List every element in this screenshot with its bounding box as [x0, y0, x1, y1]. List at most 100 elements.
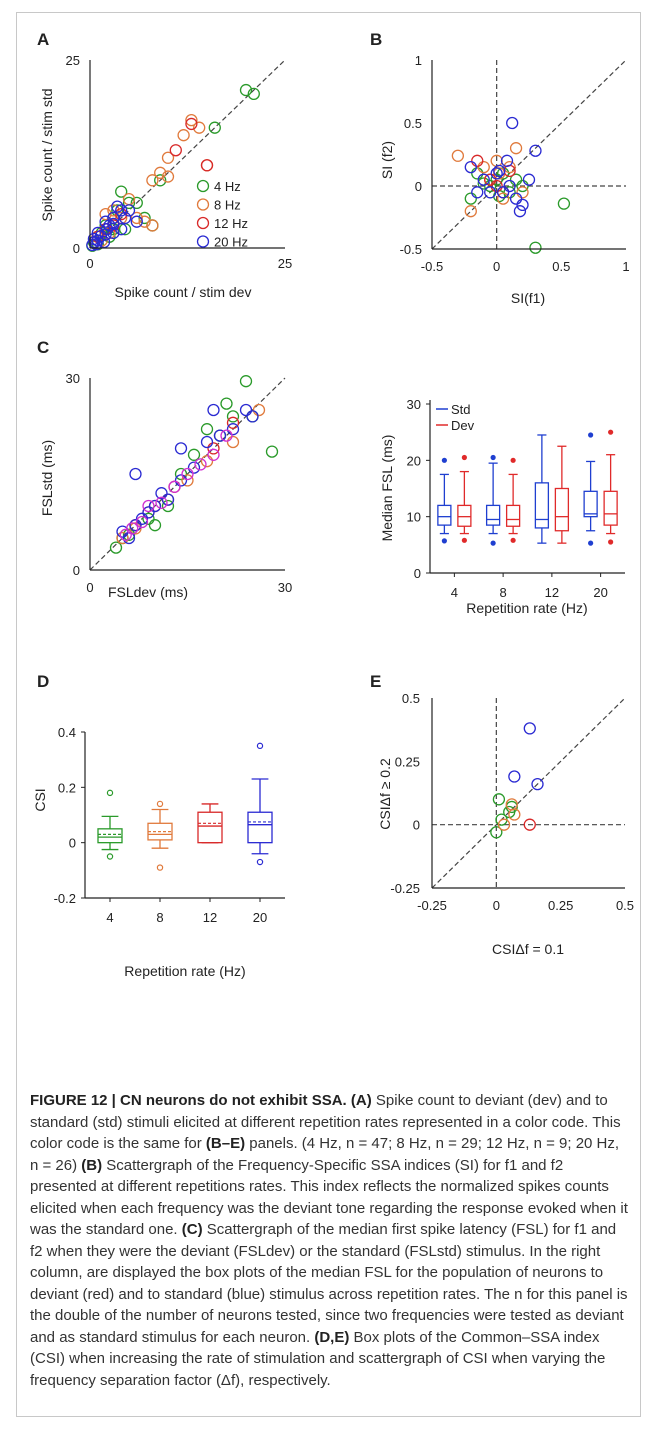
panel-a-ytick-1: 25: [66, 53, 80, 68]
panel-b-point-s3-12: [513, 205, 527, 218]
panel-e-point-s0-0: [492, 793, 506, 806]
panel-b-xtick-0: -0.5: [421, 259, 443, 274]
panel-c-right-box-std-3-outlier-0: [588, 432, 594, 438]
panel-c-right-box-dev-0-outlier-0: [461, 454, 467, 461]
panel-a-point-s3-6: [107, 211, 120, 225]
panel-c-left-point-s0-8: [200, 423, 214, 436]
panel-b-point-s2-4: [471, 154, 484, 167]
panel-letter-d: D: [37, 672, 50, 691]
panel-d-ylabel: CSI: [32, 788, 48, 811]
panel-c-left-point-s3-12: [226, 423, 240, 436]
panel-b-xlabel: SI(f1): [511, 290, 545, 306]
panel-b-point-s3-11: [500, 154, 514, 167]
panel-a-point-s3-14: [107, 226, 120, 240]
panel-b-point-s3-4: [503, 179, 516, 193]
panel-e-point-s2-0: [523, 818, 536, 831]
panel-c-left-point-s4-8: [207, 448, 220, 461]
panel-c-left-point-s0-2: [122, 528, 136, 541]
panel-a-point-s3-11: [99, 215, 112, 228]
panel-e-point-s3-2: [531, 777, 544, 791]
panel-a-point-s0-8: [130, 196, 143, 210]
panel-e-identity-line: [431, 697, 626, 889]
caption-tag-b: (B): [81, 1156, 103, 1174]
panel-c-left-point-s2-4: [226, 416, 240, 429]
panel-c-left-point-s3-9: [187, 461, 201, 474]
panel-c-left-point-s0-3: [142, 512, 155, 525]
panel-b-point-s1-2: [477, 160, 490, 174]
panel-a-point-s3-20: [107, 217, 120, 231]
panel-c-right-box-std-1-outlier-0: [490, 454, 496, 461]
panel-c-left-point-s3-6: [155, 487, 168, 500]
panel-e-ytick-2: 0.25: [395, 754, 420, 769]
panel-d-xtick-3: 20: [253, 910, 267, 925]
panel-b-point-s3-10: [484, 186, 497, 199]
panel-c-right-ytick-3: 30: [407, 397, 421, 412]
panel-a-identity-line: [89, 59, 286, 249]
panel-b-point-s2-1: [490, 179, 503, 193]
panel-c-left-point-s4-1: [126, 522, 139, 535]
panel-c-right-box-dev-3-box: [603, 490, 618, 526]
panel-a-point-s1-9: [161, 170, 175, 183]
panel-c-left-point-s4-6: [181, 467, 194, 481]
panel-b-point-s0-11: [471, 167, 484, 180]
caption-text-de: Box plots of the Common–SSA index (CSI) …: [30, 1328, 606, 1389]
panel-c-right-ylabel: Median FSL (ms): [379, 435, 395, 542]
panel-c-left-point-s3-8: [174, 474, 188, 487]
panel-b-point-s3-1: [477, 173, 490, 186]
panel-b-point-s1-1: [464, 205, 477, 218]
panel-c-left-point-s3-14: [246, 410, 259, 423]
panel-e-xlabel: CSIΔf = 0.1: [492, 941, 564, 957]
panel-c-left-point-s0-12: [265, 445, 279, 458]
panel-e-point-s1-1: [505, 798, 518, 811]
panel-d-box-1-outlier-0: [156, 800, 164, 808]
panel-e-point-s0-1: [490, 826, 503, 839]
panel-b-xtick-3: 1: [622, 259, 629, 274]
panel-c-left-point-s4-9: [220, 429, 233, 442]
panel-d-ytick-0: -0.2: [54, 891, 76, 906]
panel-c-left-point-s3-7: [161, 493, 175, 506]
panel-b-point-s0-4: [503, 186, 516, 199]
panel-b-xtick-1: 0: [493, 259, 500, 274]
panel-e-point-s3-0: [523, 722, 536, 735]
panel-c-left-point-s4-5: [168, 480, 181, 493]
panel-letter-b: B: [370, 30, 383, 49]
panel-a-point-s2-4: [200, 159, 214, 172]
panel-a-point-s1-13: [193, 121, 206, 134]
figure-frame: [16, 12, 641, 1417]
panel-b-point-s3-3: [496, 186, 510, 199]
panel-b-point-s3-5: [509, 192, 523, 205]
panel-e-ytick-0: -0.25: [390, 881, 420, 896]
panel-a-point-s2-2: [115, 208, 128, 221]
panel-b-identity-line: [431, 59, 627, 250]
panel-b-point-s0-10: [516, 179, 529, 193]
panel-a-point-s3-9: [118, 211, 132, 225]
panel-d-xtick-2: 12: [203, 910, 217, 925]
panel-a-point-s1-8: [154, 166, 167, 179]
panel-c-left-point-s1-1: [129, 522, 142, 535]
panel-b-ytick-1: 0: [415, 179, 422, 194]
panel-d-xtick-0: 4: [106, 910, 113, 925]
panel-c-left-point-s0-7: [187, 448, 201, 461]
panel-a-point-s1-1: [99, 208, 112, 221]
panel-b-point-s0-7: [529, 241, 542, 254]
panel-a-xtick-0: 0: [86, 256, 93, 271]
caption-tag-a: (A): [350, 1092, 372, 1109]
panel-c-left-point-s4-0: [119, 528, 132, 541]
panel-b-point-s3-0: [464, 160, 477, 174]
panel-c-left-ytick-1: 30: [66, 371, 80, 386]
panel-b-point-s3-9: [506, 116, 519, 130]
panel-b-point-s0-6: [557, 197, 571, 210]
panel-b-point-s3-7: [522, 173, 536, 186]
panel-d-ytick-2: 0.2: [58, 780, 76, 795]
panel-d-box-0-outlier-1: [106, 853, 114, 860]
caption-tag-be: (B–E): [205, 1135, 246, 1152]
panel-a-legend-label-0: 4 Hz: [214, 179, 241, 194]
panel-c-left-point-s3-13: [239, 403, 253, 417]
panel-c-right-box-std-0-outlier-0: [441, 457, 447, 463]
panel-a-point-s3-7: [111, 200, 124, 213]
caption-text-a2: panels. (4 Hz, n = 47; 8 Hz, n = 29; 12 …: [30, 1135, 620, 1174]
panel-a-legend-label-2: 12 Hz: [214, 216, 248, 231]
panel-a-point-s0-5: [111, 204, 124, 217]
panel-a-xtick-1: 25: [278, 256, 292, 271]
caption-title: FIGURE 12 | CN neurons do not exhibit SS…: [30, 1092, 347, 1109]
